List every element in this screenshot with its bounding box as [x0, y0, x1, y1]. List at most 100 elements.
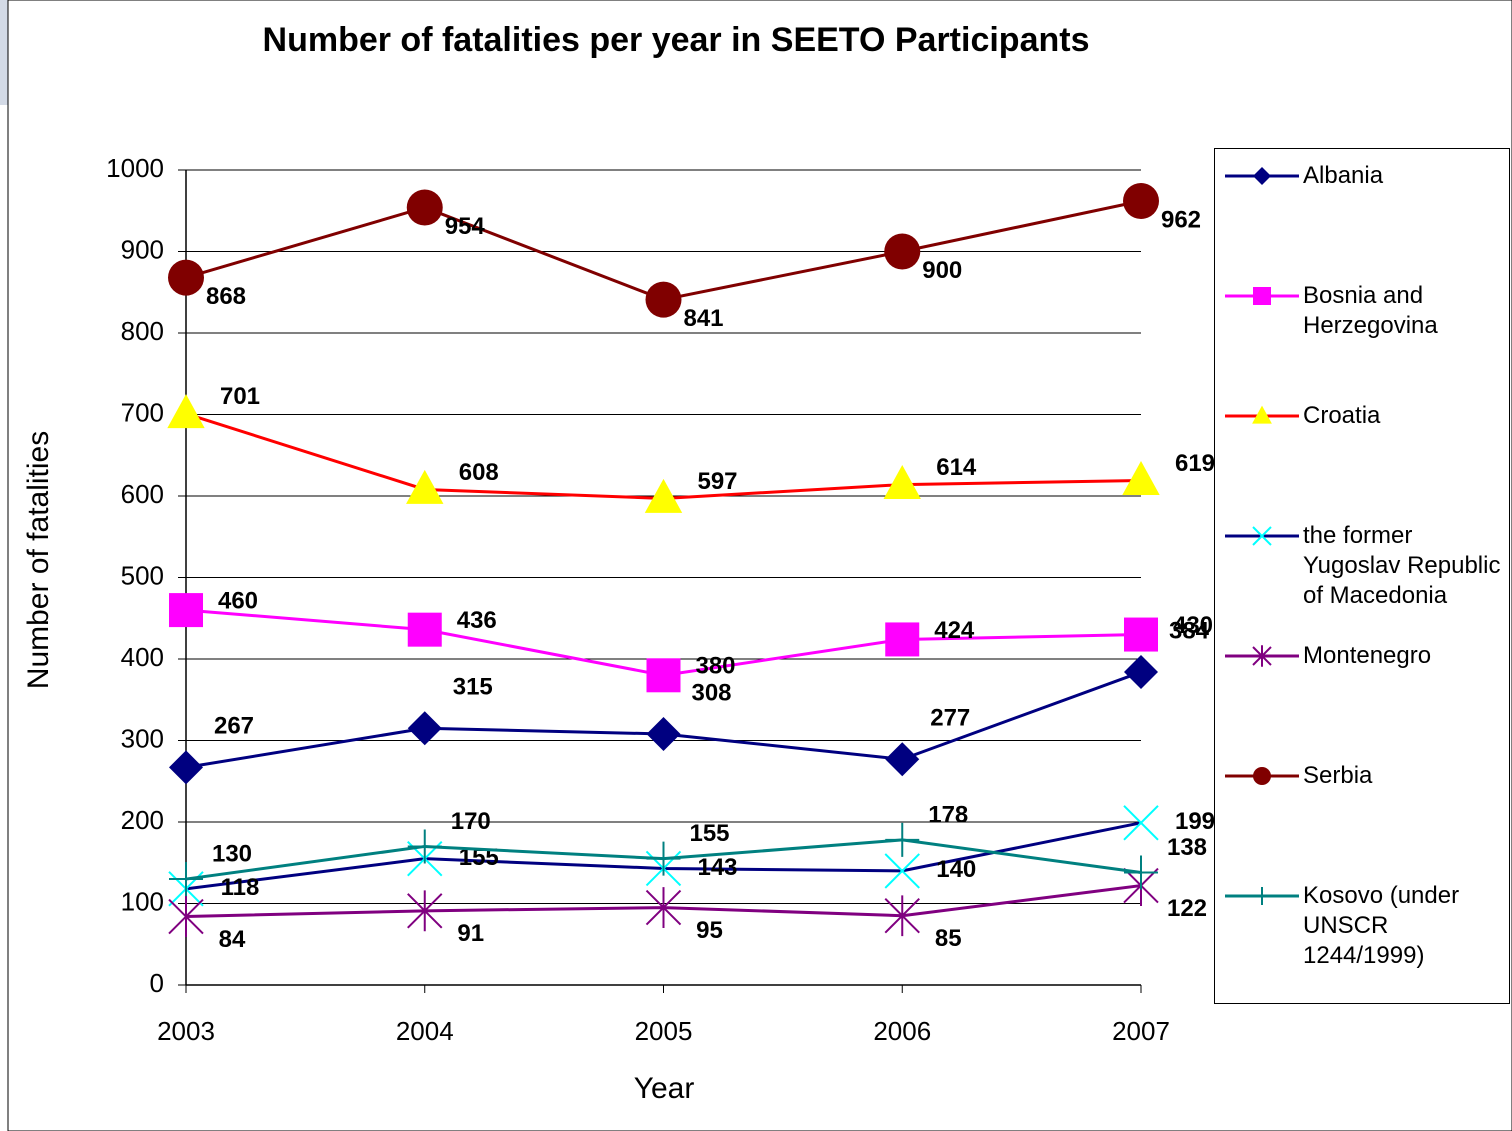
- data-label: 597: [697, 468, 737, 495]
- chart-title: Number of fatalities per year in SEETO P…: [263, 21, 1090, 59]
- legend-label: Montenegro: [1303, 642, 1432, 669]
- data-label: 424: [934, 617, 975, 644]
- marker: [168, 896, 204, 937]
- data-label: 130: [212, 840, 252, 867]
- data-label: 84: [219, 926, 246, 953]
- marker: [406, 189, 443, 226]
- x-tick-label: 2006: [873, 1016, 931, 1046]
- legend-item: Serbia: [1223, 761, 1508, 791]
- data-label: 143: [697, 854, 737, 881]
- legend-label: Albania: [1303, 162, 1384, 189]
- data-label: 122: [1167, 895, 1207, 922]
- y-tick-label: 0: [150, 968, 164, 998]
- marker: [884, 895, 920, 937]
- data-label: 380: [695, 653, 735, 680]
- data-label: 199: [1175, 808, 1215, 835]
- y-tick-label: 700: [121, 397, 164, 427]
- x-tick-label: 2005: [635, 1016, 693, 1046]
- marker: [885, 622, 920, 657]
- data-label: 315: [453, 674, 493, 701]
- data-label: 170: [451, 808, 491, 835]
- marker: [169, 862, 203, 897]
- marker: [645, 281, 682, 318]
- legend-swatch: [1225, 767, 1299, 785]
- legend-swatch: [1225, 167, 1299, 185]
- marker: [1123, 805, 1159, 841]
- y-tick-label: 1000: [106, 153, 164, 183]
- data-label: 138: [1167, 834, 1207, 861]
- marker: [884, 853, 920, 889]
- y-tick-label: 300: [121, 723, 164, 753]
- marker: [1124, 855, 1158, 890]
- data-label: 308: [691, 679, 731, 706]
- y-tick-label: 900: [121, 234, 164, 264]
- y-tick-label: 100: [121, 886, 164, 916]
- marker: [407, 829, 442, 864]
- marker: [1253, 887, 1271, 905]
- marker: [1252, 526, 1272, 546]
- data-label: 900: [922, 257, 962, 284]
- marker: [169, 593, 203, 628]
- marker: [1253, 767, 1271, 785]
- data-label: 868: [206, 283, 246, 310]
- marker: [885, 742, 920, 777]
- data-label: 384: [1169, 617, 1210, 644]
- data-label: 140: [936, 856, 976, 883]
- legend-label: Serbia: [1303, 762, 1373, 789]
- marker: [644, 478, 683, 513]
- legend: Albania Bosnia and Herzegovina Croatia the …: [1214, 148, 1510, 1004]
- data-label: 614: [936, 454, 977, 481]
- data-label: 95: [696, 917, 723, 944]
- legend-swatch: [1225, 405, 1299, 424]
- data-label: 118: [221, 874, 260, 901]
- marker: [407, 612, 442, 647]
- y-tick-label: 500: [121, 560, 164, 590]
- data-label: 619: [1175, 450, 1215, 477]
- data-label: 701: [220, 383, 260, 410]
- y-tick-label: 200: [121, 805, 164, 835]
- legend-item: Montenegro: [1223, 641, 1508, 671]
- marker: [645, 887, 682, 928]
- data-label: 430: [1173, 612, 1213, 639]
- marker: [169, 750, 203, 785]
- x-tick-label: 2003: [157, 1016, 215, 1046]
- marker: [1253, 287, 1271, 305]
- data-label: 608: [459, 459, 499, 486]
- legend-item: the former Yugoslav Republic of Macedoni…: [1223, 521, 1508, 611]
- marker: [1123, 182, 1159, 219]
- legend-label: Croatia: [1303, 402, 1381, 429]
- legend-label: Kosovo (under UNSCR 1244/1999): [1303, 882, 1460, 969]
- marker: [646, 716, 681, 751]
- marker: [885, 822, 920, 857]
- legend-swatch: [1225, 645, 1299, 667]
- y-tick-label: 800: [121, 316, 164, 346]
- marker: [646, 841, 681, 876]
- marker: [407, 711, 442, 746]
- legend-label: Bosnia and Herzegovina: [1303, 282, 1438, 339]
- marker: [1252, 405, 1272, 424]
- marker: [646, 658, 681, 693]
- legend-swatch: [1225, 526, 1299, 546]
- marker: [167, 394, 205, 429]
- data-label: 267: [214, 713, 254, 740]
- marker: [168, 259, 204, 296]
- x-tick-label: 2004: [396, 1016, 454, 1046]
- data-label: 460: [218, 587, 258, 614]
- data-label: 954: [445, 213, 486, 240]
- marker: [407, 890, 443, 932]
- data-label: 436: [457, 607, 497, 634]
- data-label: 178: [928, 801, 968, 828]
- data-label: 277: [930, 705, 970, 732]
- marker: [884, 233, 921, 270]
- data-label: 962: [1161, 206, 1201, 233]
- y-tick-label: 400: [121, 642, 164, 672]
- data-label: 85: [935, 925, 962, 952]
- legend-label: the former Yugoslav Republic of Macedoni…: [1303, 522, 1501, 609]
- marker: [883, 465, 921, 500]
- y-axis-label: Number of fatalities: [22, 431, 55, 689]
- marker: [1124, 617, 1158, 652]
- marker: [1122, 460, 1160, 495]
- x-tick-label: 2007: [1112, 1016, 1170, 1046]
- data-label: 841: [683, 305, 723, 332]
